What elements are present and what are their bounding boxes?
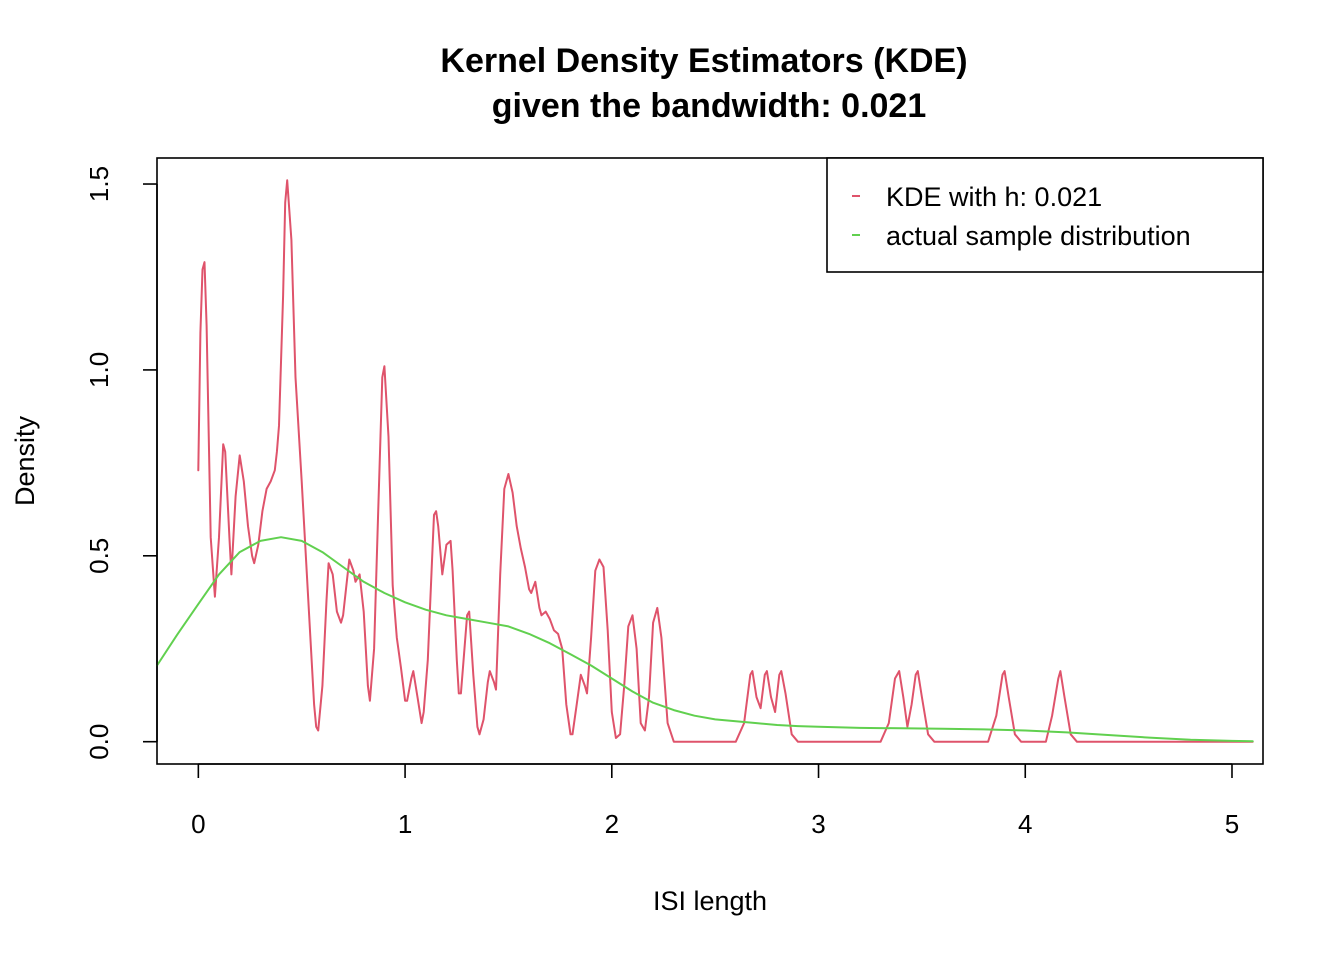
y-tick-label: 1.0 (84, 352, 114, 388)
chart-title: Kernel Density Estimators (KDE) (440, 42, 967, 80)
y-tick-label: 1.5 (84, 166, 114, 202)
x-tick-label: 2 (605, 809, 619, 839)
legend: KDE with h: 0.021 actual sample distribu… (826, 157, 1264, 273)
chart-subtitle: given the bandwidth: 0.021 (492, 87, 927, 125)
x-axis-label: ISI length (653, 886, 767, 916)
y-axis: 0.0 0.5 1.0 1.5 (84, 166, 158, 760)
series-layer (156, 179, 1254, 743)
series-line-actual (156, 536, 1254, 743)
series-line-kde (197, 179, 1254, 743)
legend-box (826, 157, 1264, 273)
legend-label-kde: KDE with h: 0.021 (886, 182, 1102, 212)
legend-label-actual: actual sample distribution (886, 221, 1191, 251)
y-tick-label: 0.5 (84, 538, 114, 574)
x-tick-label: 1 (398, 809, 412, 839)
y-tick-label: 0.0 (84, 724, 114, 760)
x-tick-label: 0 (191, 809, 205, 839)
x-tick-label: 3 (811, 809, 825, 839)
y-axis-label: Density (10, 415, 40, 506)
x-tick-label: 4 (1018, 809, 1032, 839)
x-tick-label: 5 (1225, 809, 1239, 839)
x-axis: 0 1 2 3 4 5 (191, 763, 1239, 839)
